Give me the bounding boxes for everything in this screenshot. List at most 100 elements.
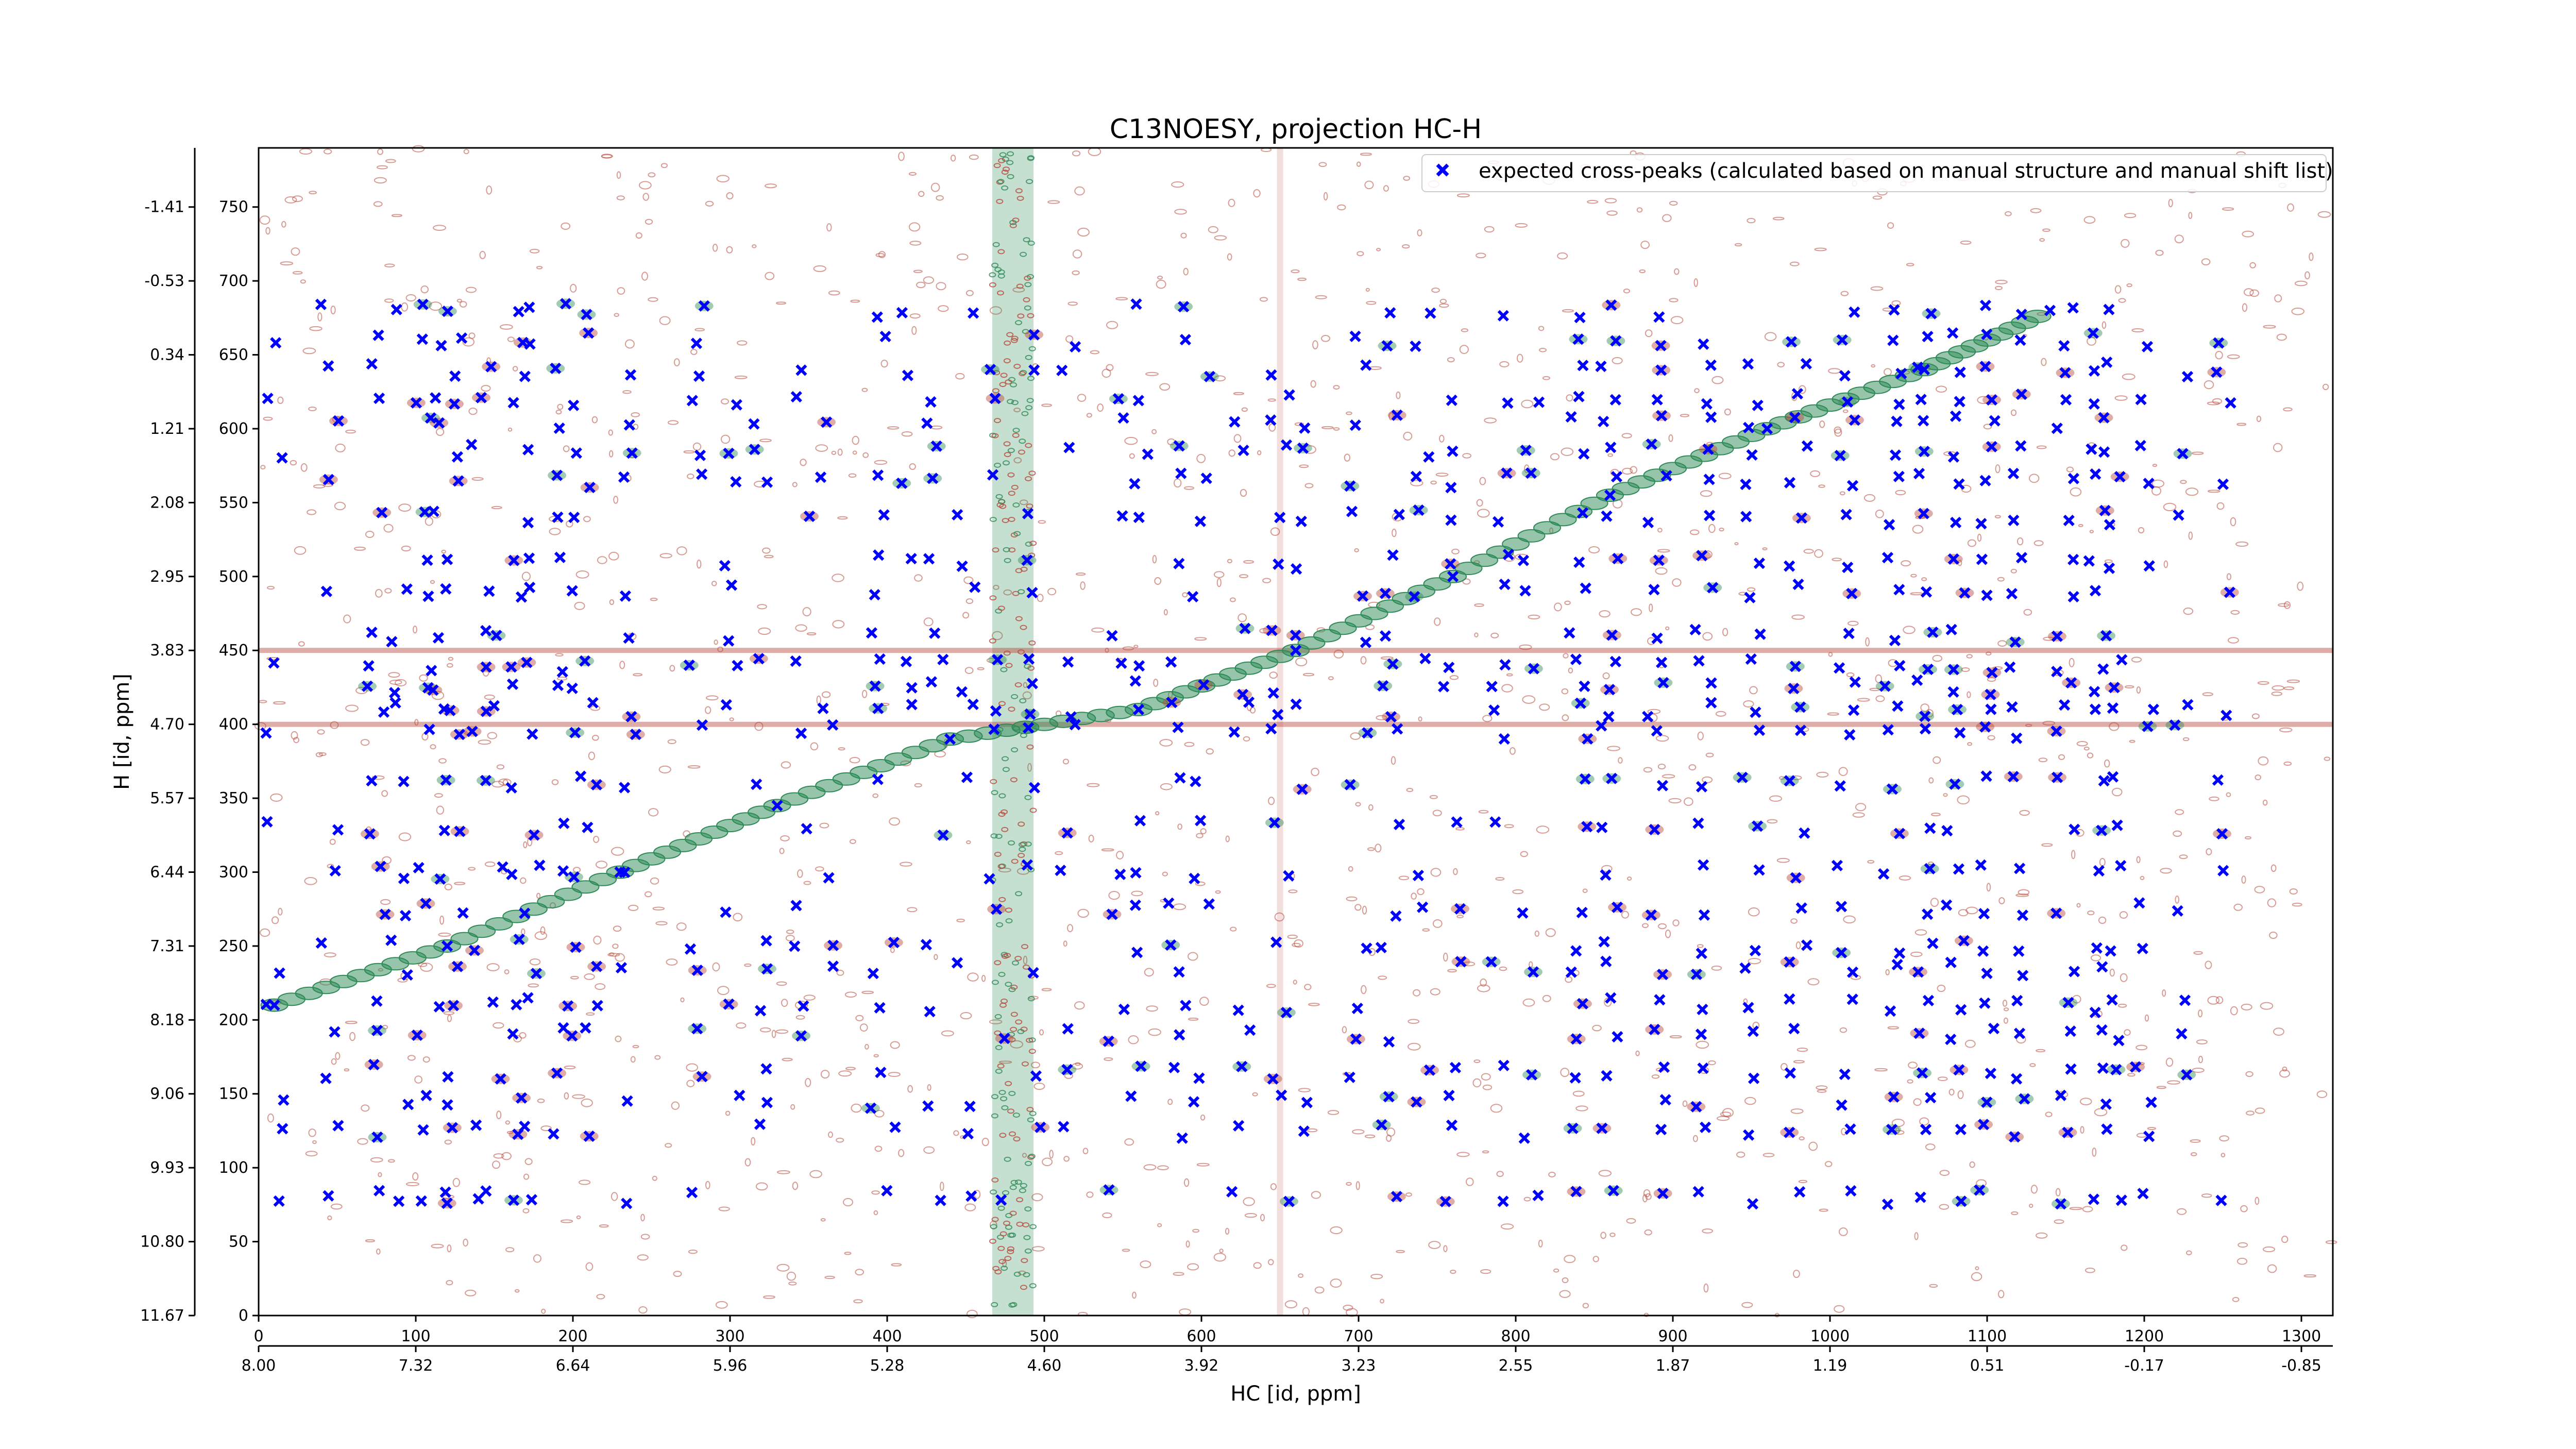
noise-contour [963,576,974,584]
noise-contour [2309,252,2314,261]
cross-peak-marker [2086,443,2097,455]
noise-contour [1891,300,1901,306]
noise-contour [2276,333,2287,341]
noise-contour [1199,997,1209,1006]
cross-peak-marker [483,585,495,597]
noise-contour [1967,742,1973,746]
noise-contour [2030,1185,2038,1194]
cross-peak-marker [760,1063,772,1075]
noise-contour [1484,417,1497,424]
noise-contour [1496,1171,1504,1177]
band-contour [1019,439,1026,444]
cross-peak-marker [2016,909,2029,921]
noise-contour [317,729,325,735]
cross-peak-marker [1063,442,1075,453]
noise-contour [721,398,729,405]
noise-contour [1967,539,1976,547]
cross-peak-marker [1117,412,1129,424]
noise-contour [1321,335,1330,342]
noise-contour [1566,394,1573,402]
noise-contour [507,427,513,432]
noise-contour [898,151,905,161]
cross-peak-marker [2093,865,2105,877]
noise-contour [1965,906,1978,915]
band-contour [1027,1117,1035,1123]
cross-peak-marker [1129,478,1141,490]
noise-contour [2151,486,2161,496]
noise-contour [624,339,635,349]
noise-contour [1512,889,1524,895]
band-contour [1029,1283,1037,1289]
cross-peak-marker [1273,558,1284,570]
cross-peak-markers [260,298,2236,1210]
cross-peak-marker [1785,336,1798,348]
cross-peak-marker [2062,1126,2074,1138]
noise-contour [1658,923,1667,930]
noise-contour [1346,896,1358,902]
noise-contour [588,751,596,761]
band-contour [990,833,998,839]
noise-contour [712,244,718,252]
noise-contour [2230,610,2240,615]
noise-contour [1779,776,1785,780]
noise-contour [890,1041,900,1049]
noise-contour [291,247,300,256]
noise-contour [1588,546,1600,553]
noise-contour [401,302,409,312]
cross-peak-marker [1605,442,1617,453]
y-ppm-tick-label: 4.70 [150,716,184,734]
noise-contour [966,840,971,845]
cross-peak-marker [2110,1064,2122,1075]
cross-peak-marker [1886,783,1899,795]
noise-contour [874,460,888,465]
cross-peak-marker [1574,311,1586,324]
noise-contour [725,1110,731,1116]
band-contour [1009,1210,1017,1216]
cross-peak-marker [621,1198,633,1209]
noise-contour [481,385,491,392]
noise-contour [431,690,445,700]
cross-peak-marker [923,553,935,565]
noise-contour [1447,969,1457,973]
cross-peak-marker [2181,1069,2193,1081]
cross-peak-marker [2098,446,2110,458]
band-contour [997,249,1005,255]
noise-contour [2193,951,2203,955]
noise-contour [1839,1027,1848,1033]
cross-peak-marker [466,726,478,737]
noise-contour [1308,1003,1320,1006]
cross-peak-marker [1989,415,2001,427]
cross-peak-marker [1028,364,1040,376]
y-index-tick-label: 100 [219,1159,248,1177]
noise-contour [2087,910,2095,916]
cross-peak-marker [366,627,378,638]
noise-contour [486,963,500,971]
noise-contour [1173,1272,1184,1276]
band-contour [1018,853,1025,858]
noise-contour [1919,1117,1929,1126]
cross-peak-marker [906,682,918,694]
noise-contour [1439,303,1449,308]
x-ppm-tick-label: 4.60 [1027,1357,1062,1375]
noise-contour [438,932,451,937]
cross-peak-marker [1801,440,1814,452]
noise-contour [2114,395,2128,401]
noise-contour [1582,888,1588,893]
noise-contour [888,1072,901,1077]
cross-peak-marker [1454,903,1466,915]
band-contour [1015,188,1023,194]
band-contour [1003,358,1011,364]
band-contour [1019,1188,1026,1193]
noise-contour [875,252,885,258]
cross-peak-marker [2108,682,2120,694]
noise-contour [616,195,625,200]
band-contour [1007,174,1014,179]
noise-contour [795,1015,805,1020]
noise-contour [1561,447,1574,456]
cross-peak-marker [1492,516,1504,528]
noise-contour [1534,930,1540,937]
noise-contour [1693,278,1698,287]
cross-peak-marker [698,300,710,312]
noise-contour [2002,1000,2008,1007]
noise-contour [1762,1153,1775,1157]
